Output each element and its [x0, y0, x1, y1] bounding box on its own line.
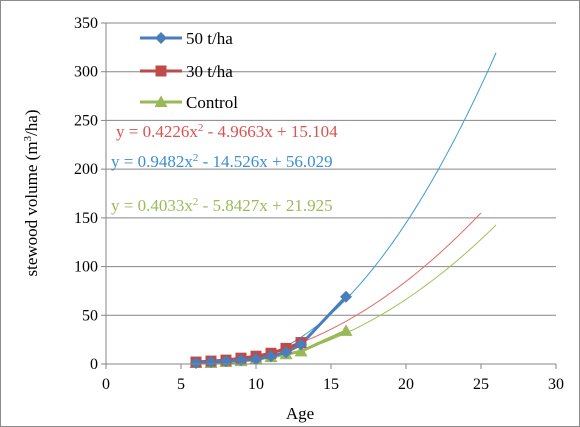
legend-item-50: 50 t/ha	[140, 29, 233, 48]
equation-control-exponent: 2	[193, 196, 199, 208]
y-tick-label: 100	[74, 259, 98, 276]
y-axis-title-unit: /ha)	[22, 110, 41, 136]
equation-50-exponent: 2	[193, 152, 199, 164]
legend-label-30: 30 t/ha	[186, 62, 233, 81]
y-tick-label: 0	[90, 356, 98, 373]
data-point-2	[294, 344, 308, 357]
data-point-0	[280, 346, 292, 359]
legend-label-control: Control	[186, 93, 238, 112]
tick-labels: 0 50 100 150 200 250 300 350 0 5 10 15 20 25 30	[74, 15, 564, 393]
equation-50: y = 0.9482x2 - 14.526x + 56.029	[111, 152, 333, 171]
axes	[101, 22, 557, 369]
legend-item-control: Control	[140, 93, 238, 112]
y-tick-label: 300	[74, 64, 98, 81]
data-point-0	[295, 338, 307, 351]
y-tick-label: 250	[74, 112, 98, 129]
y-axis-title-main: stewood volume (m	[22, 141, 41, 276]
equation-50-part2: - 14.526x + 56.029	[198, 152, 332, 171]
y-axis-title: stewood volume (m3/ha)	[22, 110, 41, 277]
data-point-0	[265, 350, 277, 363]
legend-marker-30	[155, 65, 167, 77]
equation-30-exponent: 2	[198, 122, 204, 134]
y-axis-title-superscript: 3	[22, 135, 34, 141]
gridlines	[106, 22, 556, 316]
equation-30-part1: y = 0.4226x	[116, 122, 198, 141]
equation-30-part2: - 4.9663x + 15.104	[203, 122, 338, 141]
data-point-0	[205, 356, 217, 369]
series-markers	[189, 290, 353, 370]
data-point-0	[190, 357, 202, 370]
equation-30: y = 0.4226x2 - 4.9663x + 15.104	[116, 122, 338, 141]
legend-label-50: 50 t/ha	[186, 29, 233, 48]
data-point-0	[250, 353, 262, 366]
legend-item-30: 30 t/ha	[140, 62, 233, 81]
trendline-2	[210, 224, 497, 364]
data-point-0	[235, 354, 247, 367]
x-tick-label: 30	[548, 376, 564, 393]
x-tick-label: 10	[248, 376, 264, 393]
y-tick-label: 350	[74, 15, 98, 32]
y-tick-label: 50	[82, 307, 98, 324]
equation-50-part1: y = 0.9482x	[111, 152, 193, 171]
legend-marker-control	[154, 95, 168, 107]
x-tick-label: 15	[323, 376, 339, 393]
x-tick-label: 20	[398, 376, 414, 393]
data-point-0	[340, 290, 352, 303]
x-tick-label: 0	[102, 376, 110, 393]
x-tick-label: 5	[177, 376, 185, 393]
equation-control-part1: y = 0.4033x	[111, 196, 193, 215]
legend-marker-50	[155, 32, 167, 44]
legend: 50 t/ha 30 t/ha Control	[140, 29, 238, 112]
trendline-1	[195, 212, 482, 364]
equation-control: y = 0.4033x2 - 5.8427x + 21.925	[111, 196, 333, 215]
equation-control-part2: - 5.8427x + 21.925	[198, 196, 332, 215]
x-axis-title: Age	[286, 404, 314, 423]
x-tick-label: 25	[473, 376, 489, 393]
y-tick-label: 150	[74, 210, 98, 227]
y-tick-label: 200	[74, 161, 98, 178]
data-point-2	[339, 324, 353, 336]
